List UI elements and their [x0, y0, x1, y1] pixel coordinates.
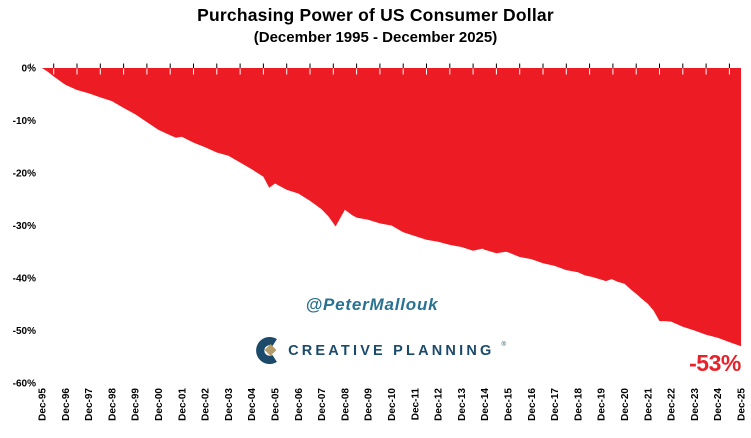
purchasing-power-area [42, 68, 741, 347]
watermark-handle: @PeterMallouk [305, 295, 439, 314]
x-axis-label: Dec-15 [504, 388, 515, 421]
registered-mark: ® [501, 341, 506, 348]
x-axis-label: Dec-11 [410, 388, 421, 421]
x-axis-label: Dec-08 [340, 388, 351, 421]
creative-planning-c-icon [256, 337, 277, 364]
x-axis-label: Dec-12 [434, 388, 445, 421]
x-axis-label: Dec-22 [667, 388, 678, 421]
x-axis-label: Dec-99 [131, 388, 142, 421]
y-axis-label: -40% [13, 274, 36, 285]
x-axis-label: Dec-18 [573, 388, 584, 421]
x-axis-label: Dec-10 [387, 388, 398, 421]
x-axis-label: Dec-05 [271, 388, 282, 421]
x-axis-label: Dec-03 [224, 388, 235, 421]
y-axis-label: -10% [13, 116, 36, 127]
x-axis-label: Dec-04 [247, 388, 258, 421]
x-axis-label: Dec-96 [61, 388, 72, 421]
chart-title: Purchasing Power of US Consumer Dollar [197, 5, 554, 25]
x-axis-label: Dec-07 [317, 388, 328, 421]
x-axis-label: Dec-24 [713, 388, 724, 421]
x-axis-label: Dec-01 [177, 388, 188, 421]
y-axis-label: -50% [13, 326, 36, 337]
logo-text: CREATIVE PLANNING [288, 342, 495, 359]
x-axis-label: Dec-13 [457, 388, 468, 421]
x-axis-label: Dec-14 [480, 388, 491, 421]
x-axis-label: Dec-17 [550, 388, 561, 421]
y-axis-label: -20% [13, 169, 36, 180]
creative-planning-logo: CREATIVE PLANNING ® [252, 337, 508, 364]
x-axis-label: Dec-06 [294, 388, 305, 421]
y-axis-label: -30% [13, 221, 36, 232]
x-axis-label: Dec-02 [201, 388, 212, 421]
x-axis-label: Dec-00 [154, 388, 165, 421]
final-value-label: -53% [689, 350, 741, 376]
y-axis-label: 0% [22, 64, 37, 75]
x-axis-label: Dec-25 [737, 388, 748, 421]
x-axis-label: Dec-95 [38, 388, 49, 421]
x-axis-label: Dec-09 [364, 388, 375, 421]
x-axis-label: Dec-16 [527, 388, 538, 421]
chart-subtitle: (December 1995 - December 2025) [253, 29, 498, 46]
x-axis-label: Dec-97 [84, 388, 95, 421]
y-axis-label: -60% [13, 379, 36, 390]
x-axis-label: Dec-19 [597, 388, 608, 421]
x-axis-label: Dec-98 [107, 388, 118, 421]
x-axis-label: Dec-21 [643, 388, 654, 421]
x-axis-label: Dec-23 [690, 388, 701, 421]
x-axis-label: Dec-20 [620, 388, 631, 421]
